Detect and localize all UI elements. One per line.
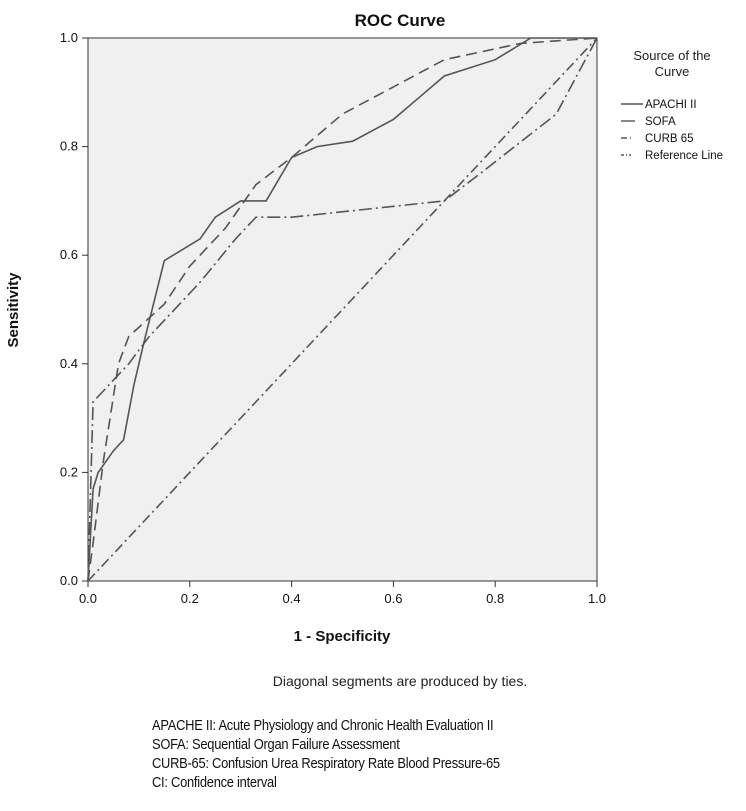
x-tick-label: 0.2	[181, 591, 199, 606]
plot-area	[87, 37, 598, 582]
series-line-apachi-ii	[87, 37, 597, 582]
footnote-sofa: SOFA: Sequential Organ Failure Assessmen…	[152, 736, 400, 753]
chart-title: ROC Curve	[355, 11, 446, 30]
legend-label: Reference Line	[645, 150, 723, 162]
series-line-reference-line	[87, 37, 598, 582]
y-tick-label: 1.0	[60, 30, 78, 45]
y-tick-label: 0.0	[60, 573, 78, 588]
x-tick-label: 1.0	[588, 591, 606, 606]
x-tick-label: 0.0	[79, 591, 97, 606]
y-axis-label: Sensitivity	[5, 272, 22, 348]
legend-label: APACHI II	[645, 99, 697, 111]
y-tick-label: 0.2	[60, 464, 78, 479]
series-line-sofa	[87, 37, 598, 582]
y-tick-label: 0.6	[60, 247, 78, 262]
y-tick-label: 0.4	[60, 356, 78, 371]
footnote-curb65: CURB-65: Confusion Urea Respiratory Rate…	[152, 755, 500, 772]
x-tick-label: 0.8	[486, 591, 504, 606]
legend-label: SOFA	[645, 116, 676, 128]
series-line-curb-65	[87, 37, 598, 582]
footnote-apache: APACHE II: Acute Physiology and Chronic …	[152, 717, 494, 734]
tick-group: 0.0 0.2 0.4 0.6 0.8 1.0 0.0 0.2 0.4 0.6 0.8 1.0	[60, 30, 606, 606]
legend-title-line-2: Curve	[655, 64, 690, 79]
legend-title-line-1: Source of the	[633, 48, 710, 63]
x-axis-label: 1 - Specificity	[294, 628, 391, 645]
ties-annotation: Diagonal segments are produced by ties.	[273, 673, 527, 689]
x-tick-label: 0.4	[283, 591, 301, 606]
roc-chart: 0.0 0.2 0.4 0.6 0.8 1.0 0.0 0.2 0.4 0.6 0.8 1.0 ROC…	[5, 11, 723, 689]
x-tick-label: 0.6	[384, 591, 402, 606]
footnote-ci: CI: Confidence interval	[152, 774, 277, 791]
legend-label: CURB 65	[645, 133, 694, 145]
series-group	[87, 37, 598, 582]
footnotes: APACHE II: Acute Physiology and Chronic …	[152, 716, 500, 792]
y-tick-label: 0.8	[60, 139, 78, 154]
legend: Source of the Curve APACHI II SOFA CURB 65…	[621, 48, 723, 162]
